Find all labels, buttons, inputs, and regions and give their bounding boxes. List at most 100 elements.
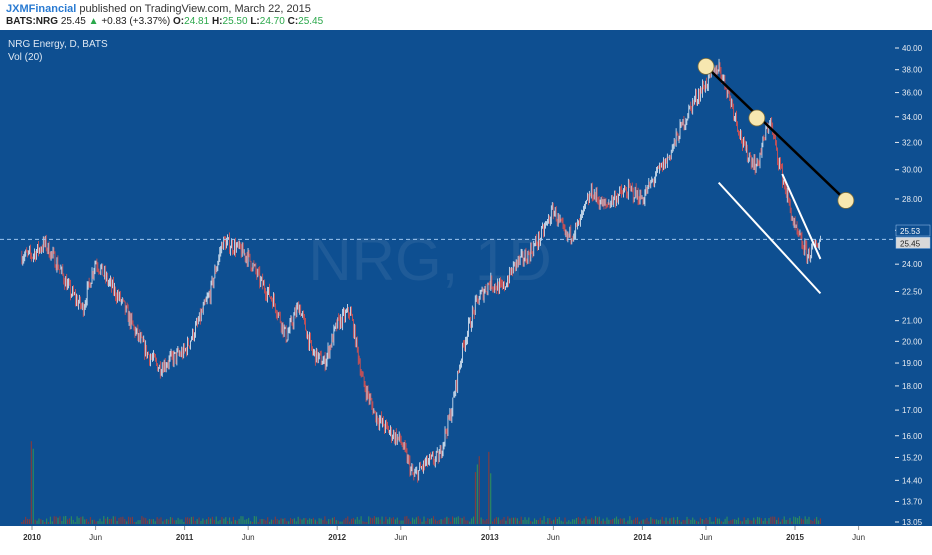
- volume-bar: [650, 517, 652, 524]
- volume-bar: [331, 517, 334, 524]
- volume-bar: [501, 519, 503, 524]
- volume-bar: [482, 519, 484, 524]
- volume-bar: [390, 518, 393, 524]
- volume-bar: [654, 519, 656, 524]
- volume-bar: [423, 516, 425, 524]
- volume-bar: [532, 521, 534, 524]
- published-text: published on TradingView.com, March 22, …: [79, 3, 311, 15]
- volume-bar: [516, 518, 518, 524]
- volume-bar: [730, 520, 732, 524]
- volume-bar: [713, 521, 715, 524]
- volume-bar: [124, 518, 126, 524]
- volume-bar: [145, 518, 147, 524]
- volume-bar: [535, 519, 538, 524]
- volume-bar: [364, 521, 366, 524]
- price-chart[interactable]: NRG Energy, D, BATS Vol (20) NRG, 1D 40.…: [0, 30, 932, 550]
- y-tick-label: 16.00: [902, 432, 923, 441]
- volume-bar: [318, 518, 320, 524]
- volume-bar: [526, 519, 528, 524]
- volume-bar: [333, 516, 336, 524]
- volume-bar: [810, 519, 812, 524]
- volume-bar: [198, 517, 200, 524]
- volume-bar: [375, 517, 377, 524]
- volume-bar: [25, 516, 27, 524]
- y-tick-label: 14.40: [902, 476, 923, 485]
- volume-bar: [240, 516, 242, 524]
- volume-bar: [587, 519, 589, 524]
- volume-bar: [718, 518, 721, 524]
- volume-bar: [204, 520, 206, 524]
- volume-bar: [114, 516, 116, 524]
- volume-bar: [74, 521, 76, 524]
- volume-bar: [476, 464, 478, 524]
- volume-bar: [289, 517, 292, 524]
- volume-bar: [248, 517, 250, 524]
- high-label: H:: [211, 16, 223, 27]
- volume-bar: [705, 517, 707, 524]
- legend-volume: Vol (20): [8, 52, 42, 63]
- volume-bar: [118, 517, 120, 524]
- volume-bar: [194, 520, 196, 524]
- volume-bar: [596, 517, 599, 524]
- volume-bar: [756, 516, 759, 524]
- volume-bar: [711, 521, 713, 524]
- volume-bar: [371, 518, 374, 524]
- close-label: C:: [287, 16, 299, 27]
- volume-bar: [682, 519, 684, 524]
- volume-bar: [644, 519, 646, 524]
- volume-bar: [276, 519, 278, 524]
- volume-bar: [307, 519, 309, 524]
- volume-bar: [625, 521, 627, 524]
- author-link[interactable]: JXMFinancial: [6, 3, 77, 15]
- volume-bar: [600, 521, 602, 524]
- volume-bar: [819, 518, 822, 524]
- high-value: 25.50: [222, 16, 248, 27]
- volume-bar: [636, 517, 639, 524]
- volume-bar: [762, 520, 764, 524]
- x-tick-label: Jun: [852, 533, 865, 542]
- volume-bar: [663, 520, 665, 524]
- volume-bar: [343, 519, 345, 524]
- volume-bar: [734, 519, 736, 524]
- y-tick-label: 28.00: [902, 195, 923, 204]
- volume-bar: [185, 517, 187, 524]
- volume-bar: [387, 519, 389, 524]
- volume-bar: [68, 518, 71, 524]
- volume-bar: [678, 519, 680, 524]
- volume-bar: [312, 517, 315, 524]
- volume-bar: [341, 521, 343, 524]
- volume-bar: [806, 519, 808, 524]
- volume-bar: [606, 517, 608, 524]
- volume-bar: [152, 519, 154, 524]
- price-axis[interactable]: 40.0038.0036.0034.0032.0030.0028.0026.00…: [895, 44, 923, 527]
- volume-bar: [354, 519, 356, 524]
- volume-bar: [394, 519, 396, 524]
- volume-bar: [764, 518, 766, 524]
- volume-bar: [768, 518, 770, 524]
- volume-bar: [674, 520, 677, 524]
- x-tick-label: Jun: [242, 533, 255, 542]
- volume-bar: [150, 519, 153, 524]
- volume-bar: [537, 519, 539, 524]
- volume-bar: [613, 518, 616, 524]
- volume-bar: [291, 518, 294, 524]
- volume-bar: [249, 521, 252, 524]
- drawings[interactable]: [0, 57, 895, 295]
- volume-bar: [779, 521, 782, 524]
- volume-bar: [228, 517, 231, 524]
- volume-bar: [91, 519, 93, 524]
- volume-bar: [411, 517, 414, 524]
- volume-bar: [631, 520, 633, 524]
- volume-bar: [303, 518, 305, 524]
- volume-bar: [410, 521, 412, 524]
- chart-area[interactable]: NRG Energy, D, BATS Vol (20) NRG, 1D 40.…: [0, 30, 932, 550]
- volume-bar: [293, 518, 295, 524]
- volume-bar: [46, 518, 48, 524]
- volume-bar: [103, 516, 105, 524]
- volume-bar: [381, 516, 383, 524]
- volume-bar: [617, 519, 619, 524]
- time-axis[interactable]: 2010 Jun 2011 Jun 2012 Jun 2013 Jun 2014 Jun 2015 J…: [23, 526, 865, 542]
- volume-bar: [112, 516, 114, 524]
- volume-bar: [509, 518, 511, 524]
- volume-bar: [385, 516, 387, 524]
